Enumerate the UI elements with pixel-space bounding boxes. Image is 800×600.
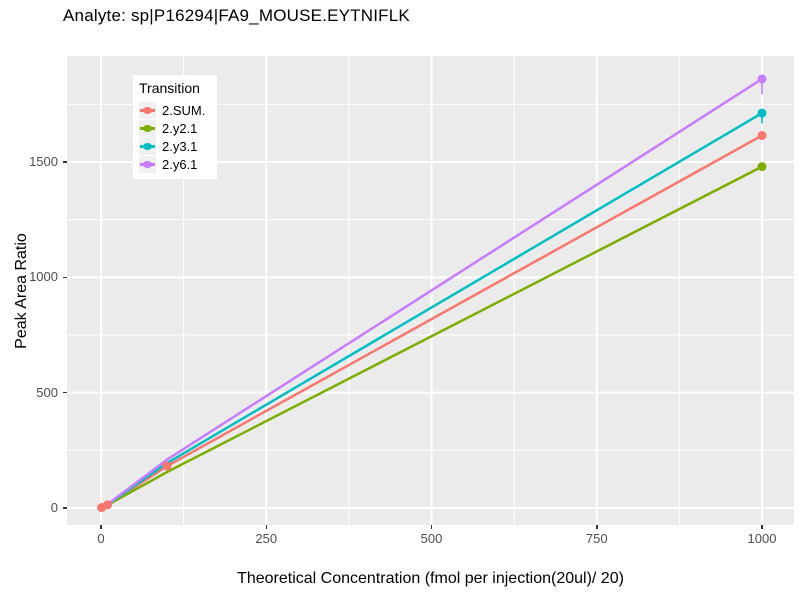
legend-item-2.SUM.: 2.SUM. (139, 101, 210, 119)
y-tick-label: 0 (50, 500, 58, 515)
y-tick-mark (63, 507, 67, 509)
legend-item-label: 2.SUM. (162, 102, 206, 118)
x-tick-mark (265, 525, 267, 529)
x-tick-label: 500 (420, 531, 443, 546)
y-tick-mark (63, 391, 67, 394)
x-tick-mark (761, 525, 763, 529)
data-point-2.SUM. (162, 461, 172, 471)
legend-item-label: 2.y6.1 (162, 156, 198, 172)
data-point-2.y2.1 (757, 162, 767, 172)
legend-item-label: 2.y3.1 (162, 138, 198, 154)
legend-key-dot (143, 124, 152, 132)
x-tick-label: 1000 (747, 531, 777, 546)
data-point-2.SUM. (757, 130, 767, 140)
chart-title: Analyte: sp|P16294|FA9_MOUSE.EYTNIFLK (63, 6, 410, 25)
legend-title: Transition (139, 80, 200, 96)
x-tick-label: 250 (255, 531, 278, 546)
legend-key-icon (139, 155, 156, 173)
data-point-2.SUM. (103, 500, 113, 510)
legend-box: Transition 2.SUM. 2.y2.1 2.y3.1 2.y6.1 (133, 75, 217, 179)
legend-item-2.y2.1: 2.y2.1 (139, 119, 210, 137)
plot-canvas (67, 56, 794, 525)
legend-key-dot (143, 142, 152, 150)
x-tick-label: 0 (97, 531, 105, 546)
legend-key-icon (139, 137, 156, 155)
x-tick-label: 750 (585, 531, 608, 546)
y-tick-label: 1000 (29, 269, 58, 285)
y-axis-label: Peak Area Ratio (13, 233, 30, 349)
legend-key-dot (143, 106, 152, 114)
legend-item-2.y6.1: 2.y6.1 (139, 155, 210, 173)
legend-key-dot (143, 160, 152, 168)
y-tick-label: 1500 (29, 154, 58, 169)
legend-key-icon (139, 101, 156, 119)
data-point-2.y6.1 (757, 74, 767, 84)
legend-key-icon (139, 119, 156, 137)
x-axis-label: Theoretical Concentration (fmol per inje… (237, 570, 624, 587)
legend-item-label: 2.y2.1 (162, 120, 198, 136)
x-tick-mark (430, 525, 433, 529)
data-point-2.y3.1 (757, 108, 767, 118)
x-tick-mark (100, 525, 102, 529)
legend-items: 2.SUM. 2.y2.1 2.y3.1 2.y6.1 (139, 101, 210, 173)
legend-item-2.y3.1: 2.y3.1 (139, 137, 210, 155)
y-tick-mark (63, 276, 67, 279)
y-tick-label: 500 (36, 384, 58, 400)
y-tick-mark (63, 161, 67, 163)
x-tick-mark (596, 525, 598, 529)
